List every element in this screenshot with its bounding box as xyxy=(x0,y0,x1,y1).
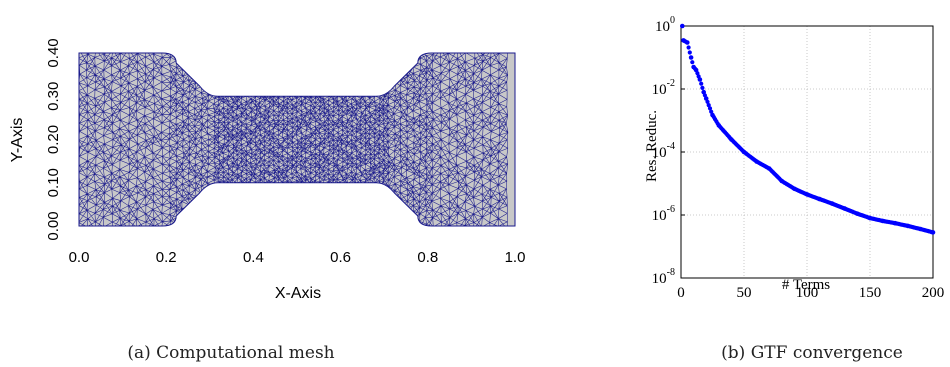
x-tick-label: 0.4 xyxy=(243,249,264,266)
x-axis-label: # Terms xyxy=(782,277,830,293)
data-point xyxy=(686,45,691,50)
data-point xyxy=(707,106,713,111)
data-point xyxy=(699,81,704,86)
data-point xyxy=(703,96,709,101)
y-tick-label: 0.10 xyxy=(45,168,62,197)
mesh-panel: 0.0 0.2 0.4 0.6 0.8 1.0 0.000.100.200.300.40 … xyxy=(9,38,525,363)
data-point xyxy=(690,60,695,65)
grid xyxy=(680,25,934,279)
x-tick-label: 0.8 xyxy=(417,249,438,266)
x-tick-label: 0 xyxy=(677,285,685,301)
x-tick-label: 150 xyxy=(859,285,882,301)
caption-b: (b) GTF convergence xyxy=(721,343,903,363)
data-point xyxy=(695,71,700,76)
y-tick-label: 0.30 xyxy=(45,82,62,111)
x-tick-labels: 0.0 0.2 0.4 0.6 0.8 1.0 xyxy=(69,249,526,266)
x-axis-label: X-Axis xyxy=(275,285,321,302)
y-tick-label: 10-8 xyxy=(652,267,675,287)
x-tick-label: 0.6 xyxy=(330,249,351,266)
x-tick-label: 100 xyxy=(796,285,819,301)
x-tick-labels: 0 50 100 150 200 xyxy=(677,285,944,301)
y-tick-labels: 100 10-2 10-4 10-6 10-8 xyxy=(652,15,685,287)
data-point xyxy=(687,50,692,55)
data-series xyxy=(680,23,936,235)
y-tick-label: 10-2 xyxy=(652,78,675,98)
data-point xyxy=(930,230,936,235)
y-tick-label: 0.40 xyxy=(45,38,62,67)
convergence-panel: 0 50 100 150 200 100 10-2 10-4 10-6 10-8 # Terms… xyxy=(644,15,944,363)
y-tick-label: 10-4 xyxy=(652,141,675,161)
data-point xyxy=(685,40,690,45)
y-tick-label: 100 xyxy=(655,15,675,35)
data-point xyxy=(705,99,710,104)
data-point xyxy=(680,23,685,29)
mesh-boundary xyxy=(78,52,516,227)
caption-a: (a) Computational mesh xyxy=(127,343,334,363)
x-tick-label: 1.0 xyxy=(505,249,526,266)
y-tick-label: 0.20 xyxy=(45,125,62,154)
y-tick-labels: 0.00 0.10 0.20 0.30 0.40 xyxy=(45,38,62,240)
x-tick-label: 200 xyxy=(922,285,945,301)
data-point xyxy=(688,55,694,60)
data-point xyxy=(700,85,705,90)
x-tick-label: 0.0 xyxy=(69,249,90,266)
y-tick-label: 10-6 xyxy=(652,204,675,224)
x-tick-label: 0.2 xyxy=(156,249,177,266)
data-point xyxy=(697,77,703,82)
y-tick-label: 0.00 xyxy=(45,211,62,240)
data-point xyxy=(706,103,711,108)
y-axis-label: Res. Reduc. xyxy=(644,110,660,182)
y-axis-label: Y-Axis xyxy=(9,118,26,163)
x-tick-label: 50 xyxy=(737,285,752,301)
